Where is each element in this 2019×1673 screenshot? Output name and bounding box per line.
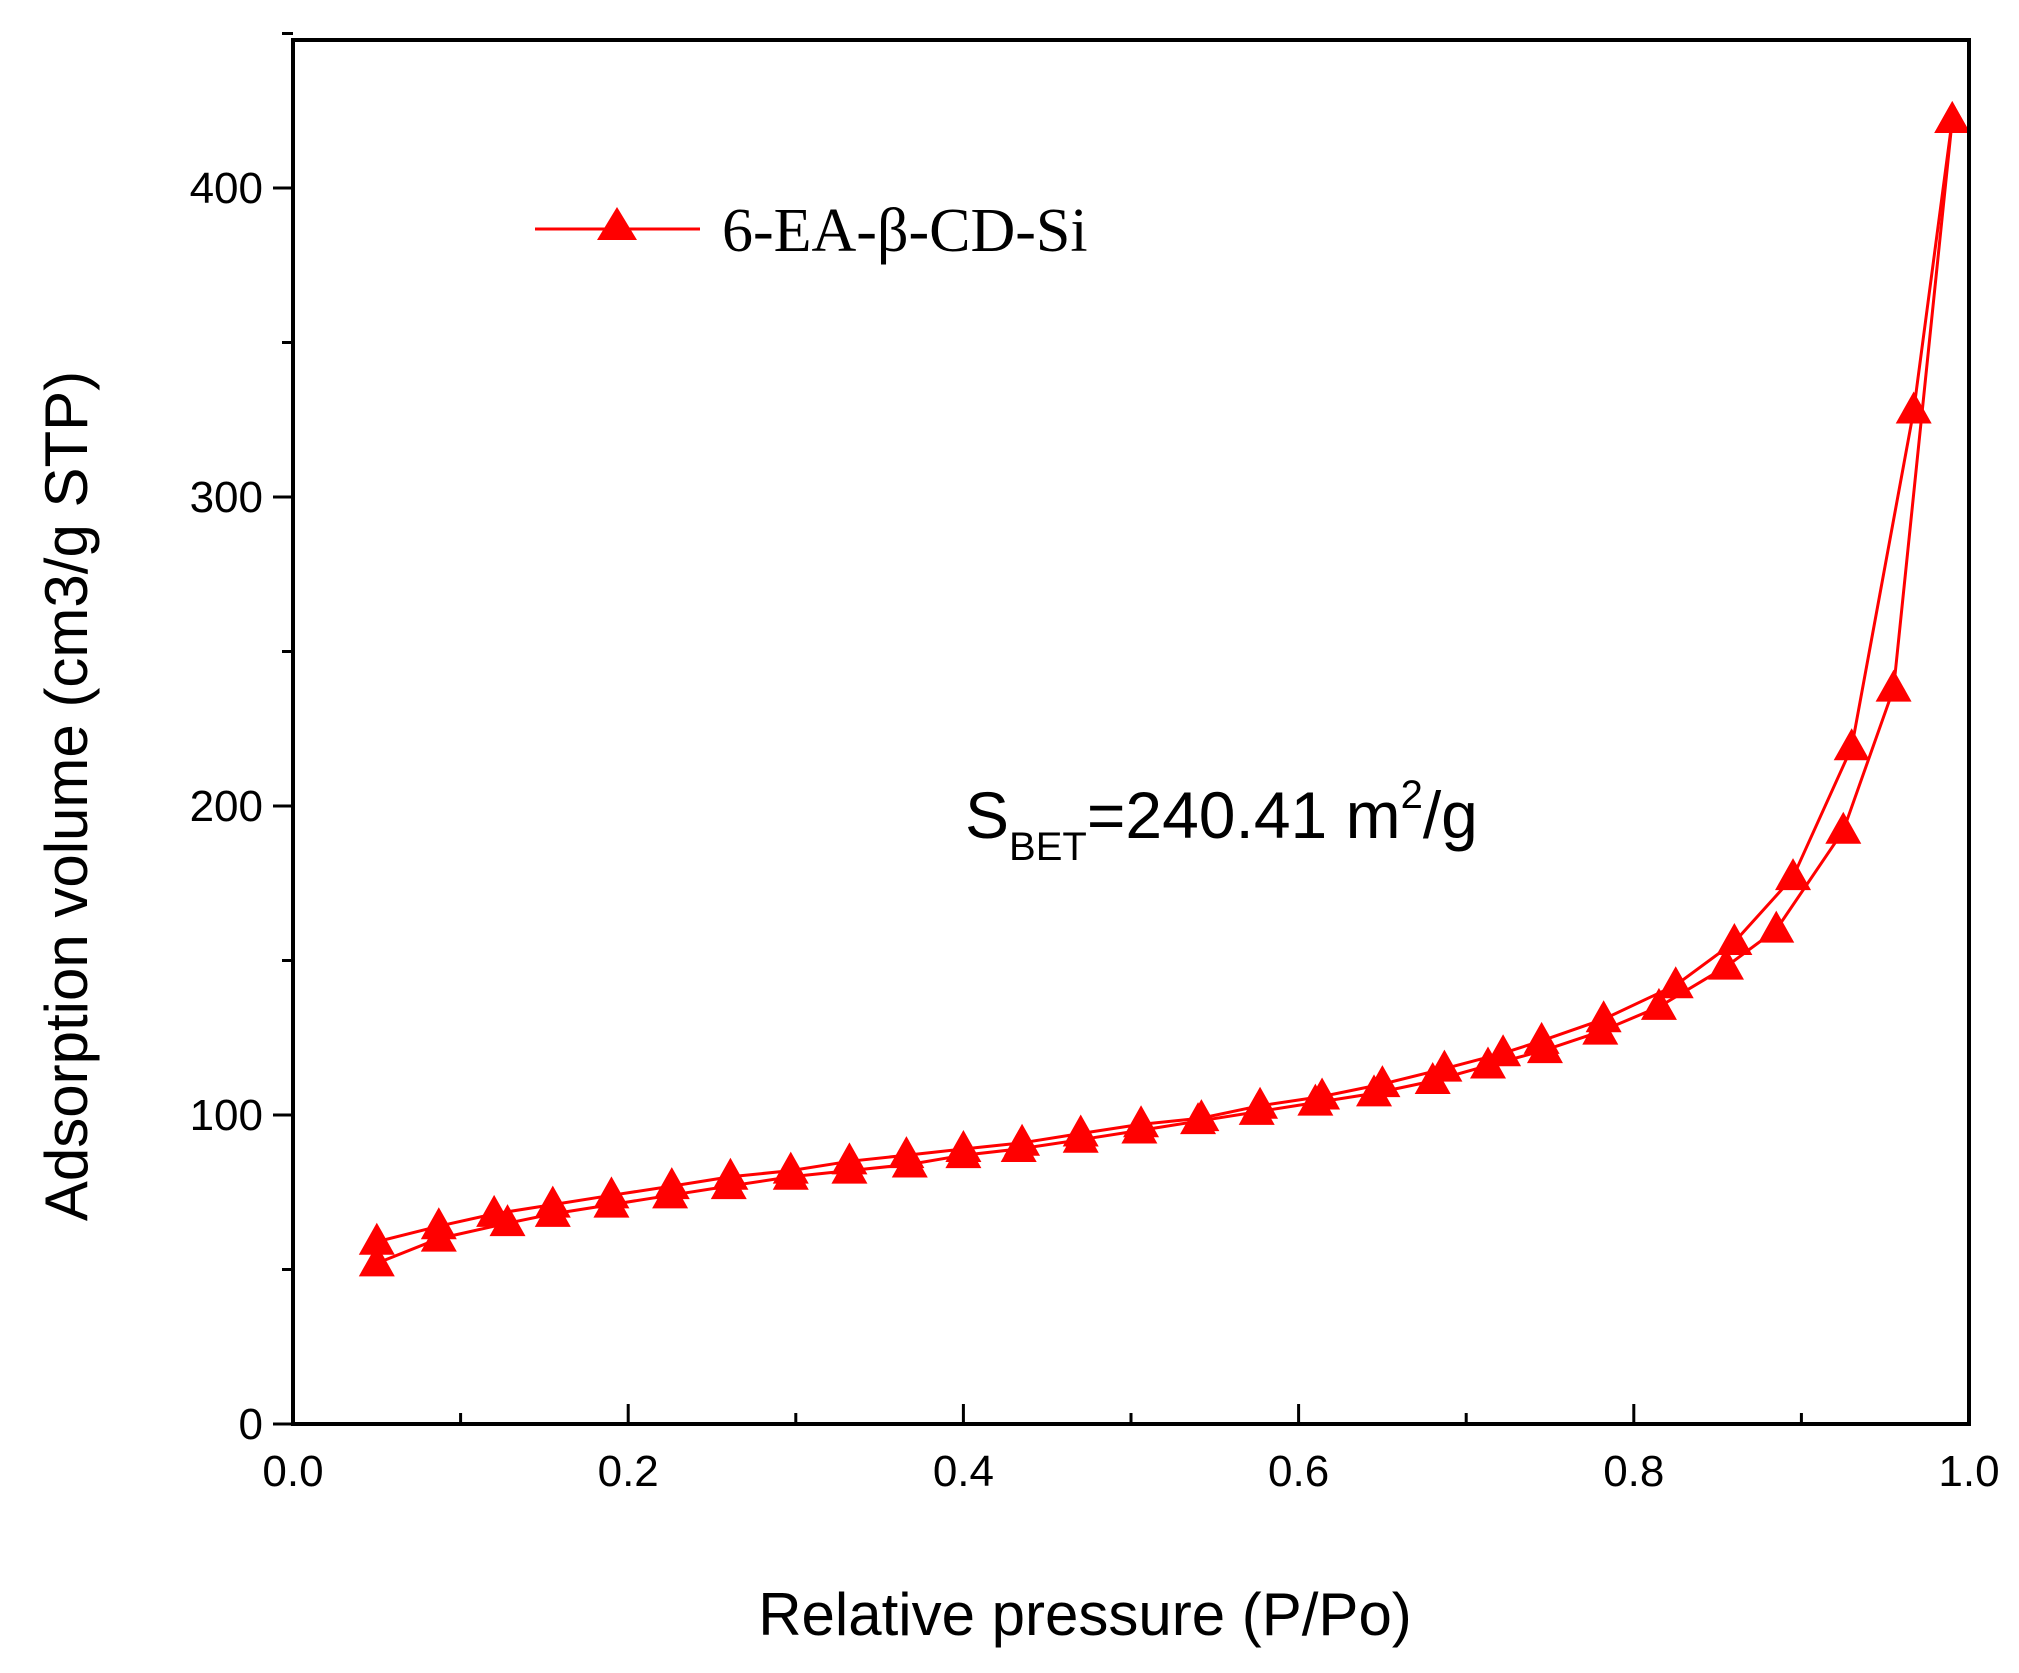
desorption-point [1895,391,1932,424]
desorption-point [1934,101,1971,134]
desorption-point [1426,1049,1463,1082]
x-tick-label: 0.0 [262,1447,323,1496]
x-tick-label: 0.2 [598,1447,659,1496]
x-axis-label: Relative pressure (P/Po) [758,1581,1412,1648]
desorption-point [358,1222,395,1255]
adsorption-point [1825,811,1862,844]
desorption-point [476,1194,513,1227]
bet-annotation-suffix: /g [1423,778,1478,852]
desorption-point [1304,1077,1341,1110]
y-tick-label: 300 [190,473,263,522]
desorption-point [1716,922,1753,955]
desorption-point [712,1157,749,1190]
desorption-point [1485,1034,1522,1067]
desorption-point [1242,1086,1279,1119]
plot-lines [376,119,1954,1265]
y-tick-label: 400 [190,164,263,213]
desorption-point [534,1185,571,1218]
desorption-point [1523,1021,1560,1054]
desorption-point [1775,858,1812,891]
bet-annotation-value: =240.41 m [1087,778,1401,852]
bet-annotation-subscript: BET [1009,825,1087,869]
x-tick-label: 0.8 [1603,1447,1664,1496]
y-tick-label: 100 [190,1091,263,1140]
legend: 6-EA-β-CD-Si [535,197,1088,265]
desorption-line [376,119,1954,1244]
desorption-point [1364,1065,1401,1098]
desorption-point [1062,1114,1099,1147]
desorption-point [1833,728,1870,761]
desorption-point [831,1142,868,1175]
desorption-point [1123,1105,1160,1138]
desorption-point [1585,1000,1622,1033]
adsorption-point [1758,910,1795,943]
adsorption-point [358,1244,395,1277]
bet-annotation-superscript: 2 [1401,773,1423,817]
desorption-point [420,1207,457,1240]
adsorption-point [1640,987,1677,1020]
adsorption-point [1707,947,1744,980]
y-tick-label: 200 [190,782,263,831]
desorption-point [593,1176,630,1209]
bet-annotation-prefix: S [965,778,1009,852]
y-tick-label: 0 [239,1400,263,1449]
desorption-point [1657,966,1694,999]
x-tick-label: 0.4 [933,1447,994,1496]
desorption-point [653,1167,690,1200]
desorption-point [1183,1099,1220,1132]
desorption-point [945,1129,982,1162]
adsorption-point [1875,669,1912,702]
x-axis-ticks: 0.0 0.2 0.4 0.6 0.8 1.0 [262,1404,2000,1496]
legend-label: 6-EA-β-CD-Si [722,197,1088,265]
y-axis-label: Adsorption volume (cm3/g STP) [33,371,100,1221]
x-tick-label: 0.6 [1268,1447,1329,1496]
desorption-point [1004,1123,1041,1156]
plot-markers [358,101,1971,1277]
legend-triangle-marker [597,207,637,240]
adsorption-line [376,119,1954,1265]
desorption-point [772,1151,809,1184]
desorption-point [888,1136,925,1169]
y-axis-ticks: 0 100 200 300 400 [190,32,293,1449]
x-tick-label: 1.0 [1938,1447,1999,1496]
bet-annotation: SBET=240.41 m2/g [965,773,1478,869]
